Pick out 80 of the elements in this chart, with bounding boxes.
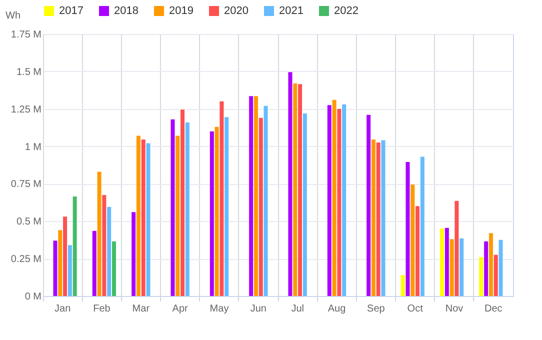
- x-tick-label: Feb: [93, 304, 111, 314]
- bar: [132, 212, 136, 296]
- x-tick-label: Aug: [328, 304, 346, 314]
- y-tick-label: 0.25 M: [10, 254, 42, 266]
- bar: [210, 131, 214, 296]
- x-tick-label: May: [210, 304, 229, 314]
- bar: [494, 254, 498, 296]
- legend-label: 2021: [279, 5, 304, 17]
- bar: [371, 140, 376, 296]
- legend-label: 2018: [114, 5, 138, 17]
- bar: [332, 100, 336, 296]
- bar: [416, 206, 420, 296]
- y-tick-label: 1.5 M: [16, 66, 42, 78]
- bar: [170, 119, 175, 296]
- bar: [107, 206, 112, 296]
- bar: [342, 104, 346, 296]
- bar: [254, 96, 258, 296]
- bar: [214, 126, 219, 296]
- y-tick-label: 1.75 M: [10, 30, 42, 40]
- x-tick-label: Oct: [407, 304, 424, 314]
- y-tick-label: 1 M: [24, 142, 42, 153]
- bar: [224, 117, 229, 296]
- bar: [180, 110, 185, 296]
- bar: [498, 240, 503, 296]
- x-tick-label: Jul: [291, 304, 304, 314]
- bar: [420, 156, 424, 296]
- bar: [102, 194, 106, 296]
- legend-label: 2022: [334, 5, 358, 17]
- legend-label: 2017: [59, 5, 84, 17]
- bar: [327, 105, 332, 296]
- x-tick-label: Apr: [172, 304, 189, 314]
- legend-label: 2019: [169, 5, 194, 17]
- bar: [460, 238, 464, 296]
- bar: [293, 83, 298, 296]
- bar: [488, 233, 493, 296]
- bar: [298, 84, 302, 296]
- bar: [302, 113, 307, 296]
- x-tick-label: Mar: [132, 304, 150, 314]
- bar: [136, 136, 140, 296]
- y-tick-label: 0.75 M: [10, 179, 42, 190]
- bar: [58, 230, 62, 296]
- bar: [63, 216, 68, 296]
- bar: [381, 140, 386, 296]
- x-tick-label: Jun: [250, 304, 266, 314]
- bar: [450, 239, 454, 296]
- bar: [444, 228, 449, 296]
- y-tick-label: 0 M: [24, 292, 42, 302]
- x-tick-label: Sep: [367, 304, 386, 314]
- bar: [112, 241, 116, 296]
- bar: [97, 172, 102, 296]
- bar: [454, 200, 459, 296]
- bar: [484, 241, 488, 296]
- bar: [337, 108, 342, 296]
- bar: [410, 184, 415, 296]
- x-tick-label: Jan: [54, 304, 71, 314]
- bar: [376, 142, 380, 296]
- bar: [479, 257, 484, 296]
- bar: [366, 114, 371, 296]
- bar: [68, 245, 72, 296]
- bar: [185, 122, 190, 296]
- bar: [53, 240, 58, 296]
- y-axis-title: Wh: [6, 10, 20, 22]
- bar: [400, 275, 405, 296]
- bar: [176, 136, 180, 296]
- bar: [72, 196, 77, 296]
- bar: [258, 118, 263, 296]
- bar: [146, 143, 150, 296]
- bar: [406, 162, 410, 296]
- bar: [264, 106, 268, 296]
- bar: [249, 96, 254, 296]
- bar: [288, 72, 292, 296]
- bar: [92, 230, 96, 296]
- x-tick-label: Dec: [484, 304, 502, 314]
- y-tick-label: 1.25 M: [10, 104, 42, 116]
- bar: [440, 228, 444, 296]
- legend-label: 2020: [224, 5, 248, 17]
- x-tick-label: Nov: [445, 304, 464, 314]
- y-tick-label: 0.5 M: [16, 216, 42, 228]
- bar: [141, 140, 146, 296]
- bar: [220, 101, 224, 296]
